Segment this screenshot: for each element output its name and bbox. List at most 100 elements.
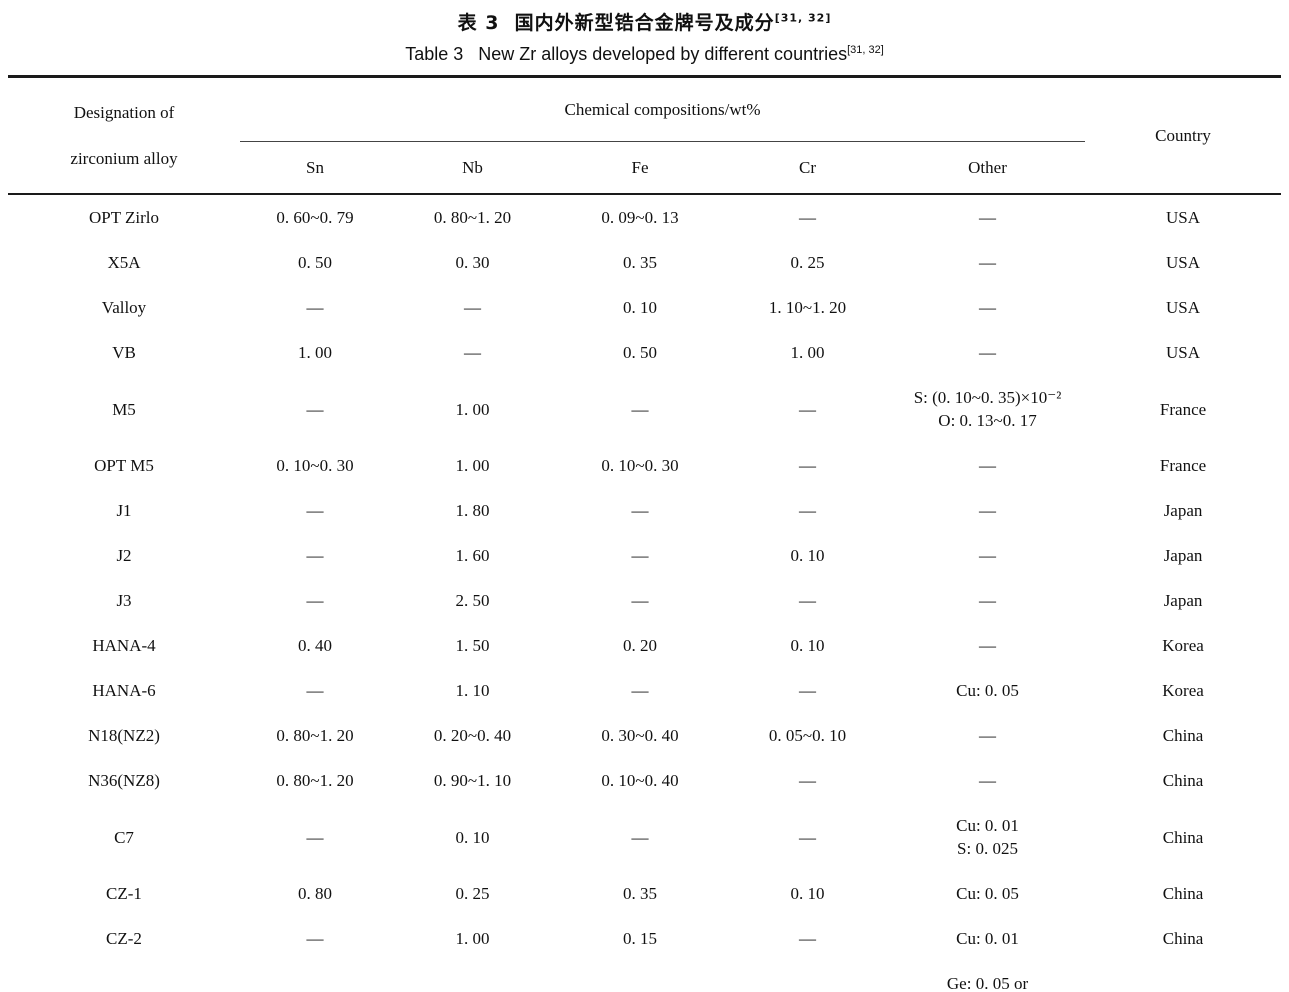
- alloy-designation-cell: OPT M5: [94, 456, 154, 475]
- header-row-elements: Sn Nb Fe Cr Other: [8, 141, 1281, 195]
- other-cell: —: [979, 726, 997, 745]
- other-cell: Cu: 0. 05: [956, 884, 1019, 903]
- sn-cell: —: [306, 591, 324, 610]
- table-row: N36(NZ8) 0. 80~1. 20 0. 90~1. 10 0. 10~0. 4…: [8, 758, 1281, 803]
- fe-cell: —: [631, 399, 649, 419]
- alloy-designation-cell: Valloy: [101, 298, 147, 317]
- cr-cell: —: [799, 399, 816, 419]
- header-cr: Cr: [725, 141, 890, 195]
- sn-cell: 0. 50: [298, 253, 332, 272]
- fe-cell: 0. 09~0. 13: [601, 208, 679, 227]
- nb-cell: 0. 25: [455, 884, 490, 903]
- table-row: HANA-6 — 1. 10 — — Cu: 0. 05 Korea: [8, 668, 1281, 713]
- country-cell: China: [1162, 827, 1204, 847]
- other-cell: —: [979, 343, 997, 362]
- cr-cell: 0. 10: [790, 546, 825, 565]
- alloy-designation-cell: CZ-1: [106, 884, 142, 903]
- table-row: J3 — 2. 50 — — — Japan: [8, 578, 1281, 623]
- fe-cell: 0. 30~0. 40: [601, 726, 679, 745]
- country-cell: China: [1162, 929, 1204, 948]
- alloy-designation-cell: OPT Zirlo: [88, 208, 160, 227]
- country-cell: Korea: [1162, 636, 1204, 655]
- table-row: M5 — 1. 00 — — S: (0. 10~0. 35)×10⁻² O: 0. 13…: [8, 375, 1281, 443]
- alloy-designation-cell: M5: [112, 399, 136, 419]
- table-row: CZ-1 0. 80 0. 25 0. 35 0. 10 Cu: 0. 05 China: [8, 871, 1281, 916]
- nb-cell: 1. 80: [455, 501, 490, 520]
- table-row: SZA-4/60. 50~0. 800. 25~1. 000. 20~0. 35…: [8, 961, 1281, 992]
- alloy-designation-cell: N18(NZ2): [88, 726, 160, 745]
- alloy-designation-cell: J3: [116, 591, 132, 610]
- nb-cell: 1. 10: [455, 681, 490, 700]
- header-row-group: Designation of zirconium alloy Chemical …: [8, 76, 1282, 195]
- fe-cell: 0. 15: [623, 929, 657, 948]
- header-country: Country: [1085, 76, 1282, 195]
- sn-cell: 0. 80: [298, 884, 332, 903]
- header-chemical-compositions: Chemical compositions/wt%: [240, 76, 1086, 142]
- fe-cell: —: [631, 827, 649, 847]
- fe-cell: 0. 20~0. 35: [555, 961, 725, 992]
- header-fe: Fe: [555, 141, 725, 195]
- alloy-designation-cell: J1: [116, 501, 132, 520]
- nb-cell: 0. 90~1. 10: [433, 771, 512, 790]
- other-cell: —: [979, 546, 997, 565]
- table-row: OPT M5 0. 10~0. 30 1. 00 0. 10~0. 30 — — Franc…: [8, 443, 1281, 488]
- sn-cell: 1. 00: [298, 343, 332, 362]
- sn-cell: —: [306, 681, 324, 700]
- nb-cell: 0. 80~1. 20: [433, 208, 512, 227]
- alloy-designation-cell: CZ-2: [106, 929, 142, 948]
- table-caption-chinese: 表 3 国内外新型锆合金牌号及成分[31, 32]: [0, 0, 1289, 35]
- table-row: Valloy — — 0. 10 1. 10~1. 20 — USA: [8, 285, 1281, 330]
- country-cell: France: [1159, 456, 1207, 475]
- alloy-designation-cell: VB: [112, 343, 136, 362]
- nb-cell: 1. 00: [455, 456, 490, 475]
- country-cell: USA: [1166, 253, 1201, 272]
- cr-cell: 0. 10: [790, 884, 825, 903]
- fe-cell: 0. 10~0. 40: [601, 771, 679, 790]
- nb-cell: 1. 60: [455, 546, 490, 565]
- country-cell: USA: [1166, 298, 1201, 317]
- other-cell: Cu: 0. 01 S: 0. 025: [956, 816, 1019, 858]
- alloy-designation-cell: C7: [114, 827, 134, 847]
- sn-cell: —: [306, 399, 324, 419]
- country-cell: China: [1085, 961, 1281, 992]
- alloy-designation-cell: X5A: [107, 253, 141, 272]
- nb-cell: 0. 25~1. 00: [390, 961, 555, 992]
- other-cell: —: [979, 253, 997, 272]
- other-cell: —: [979, 636, 997, 655]
- other-cell: Ge: 0. 05 or Cu: 0. 05 or Si: 0. 015: [946, 974, 1029, 992]
- table-row: X5A 0. 50 0. 30 0. 35 0. 25 — USA: [8, 240, 1281, 285]
- alloy-designation-cell: J2: [116, 546, 132, 565]
- table-caption-english: Table 3 New Zr alloys developed by diffe…: [0, 44, 1289, 65]
- fe-cell: 0. 10: [623, 298, 657, 317]
- header-designation: Designation of zirconium alloy: [8, 76, 240, 195]
- header-other: Other: [890, 141, 1086, 195]
- fe-cell: —: [631, 546, 649, 565]
- fe-cell: —: [631, 591, 649, 610]
- sn-cell: —: [306, 546, 324, 565]
- country-cell: Japan: [1163, 501, 1203, 520]
- country-cell: China: [1162, 726, 1204, 745]
- cr-cell: —: [799, 591, 816, 610]
- nb-cell: 1. 50: [455, 636, 490, 655]
- table-row: N18(NZ2) 0. 80~1. 20 0. 20~0. 40 0. 30~0. 4…: [8, 713, 1281, 758]
- header-sn: Sn: [240, 141, 390, 195]
- other-cell: Cu: 0. 05: [956, 681, 1019, 700]
- other-cell: —: [979, 208, 997, 227]
- sn-cell: —: [306, 298, 324, 317]
- other-cell: S: (0. 10~0. 35)×10⁻² O: 0. 13~0. 17: [913, 388, 1062, 430]
- nb-cell: —: [464, 343, 481, 362]
- table-row: C7 — 0. 10 — — Cu: 0. 01 S: 0. 025 China: [8, 803, 1281, 871]
- other-cell: —: [979, 591, 997, 610]
- nb-cell: 1. 00: [455, 399, 490, 419]
- fe-cell: 0. 35: [623, 884, 657, 903]
- fe-cell: 0. 10~0. 30: [601, 456, 679, 475]
- fe-cell: 0. 20: [623, 636, 657, 655]
- country-cell: USA: [1166, 343, 1201, 362]
- alloy-designation-cell: N36(NZ8): [88, 771, 160, 790]
- table-row: HANA-4 0. 40 1. 50 0. 20 0. 10 — Korea: [8, 623, 1281, 668]
- sn-cell: 0. 50~0. 80: [240, 961, 390, 992]
- sn-cell: —: [306, 929, 324, 948]
- country-cell: China: [1162, 884, 1204, 903]
- cr-cell: 1. 00: [790, 343, 825, 362]
- sn-cell: —: [306, 827, 324, 847]
